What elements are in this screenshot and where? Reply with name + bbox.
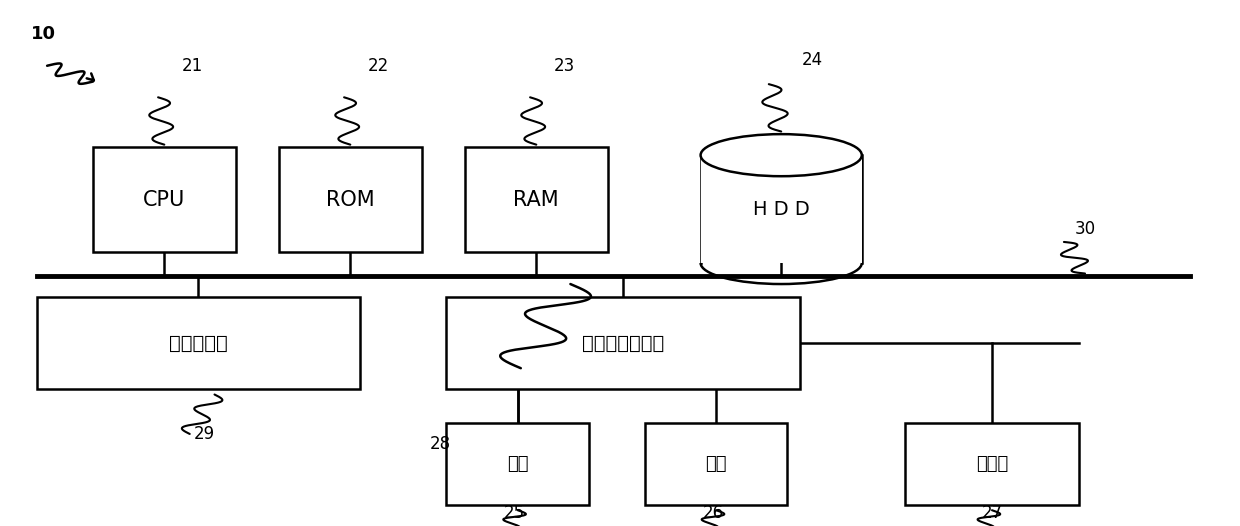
Text: RAM: RAM (513, 190, 559, 210)
Text: 21: 21 (181, 57, 203, 75)
Text: 鼠标: 鼠标 (507, 455, 528, 473)
Text: 24: 24 (801, 52, 823, 69)
Text: 27: 27 (981, 504, 1003, 522)
Text: 30: 30 (1074, 220, 1096, 238)
Text: 键盘: 键盘 (706, 455, 727, 473)
Bar (905, 423, 1079, 505)
Bar (37, 297, 360, 389)
Text: ROM: ROM (326, 190, 374, 210)
Text: 输入输出控制器: 输入输出控制器 (582, 333, 665, 353)
Text: 29: 29 (193, 425, 216, 443)
Text: 28: 28 (429, 436, 451, 453)
Text: 10: 10 (31, 25, 56, 43)
Text: 25: 25 (503, 504, 526, 522)
Text: 显示器: 显示器 (976, 455, 1008, 473)
Text: H D D: H D D (753, 199, 810, 219)
Text: 26: 26 (702, 504, 724, 522)
Text: CPU: CPU (143, 190, 186, 210)
Text: 网络控制器: 网络控制器 (169, 333, 228, 353)
Bar (446, 297, 800, 389)
Bar (465, 147, 608, 252)
Bar (701, 155, 862, 263)
Bar (645, 423, 787, 505)
Bar (279, 147, 422, 252)
Text: 22: 22 (367, 57, 389, 75)
Bar (93, 147, 236, 252)
Text: 23: 23 (553, 57, 575, 75)
Bar (446, 423, 589, 505)
Ellipse shape (701, 134, 862, 176)
